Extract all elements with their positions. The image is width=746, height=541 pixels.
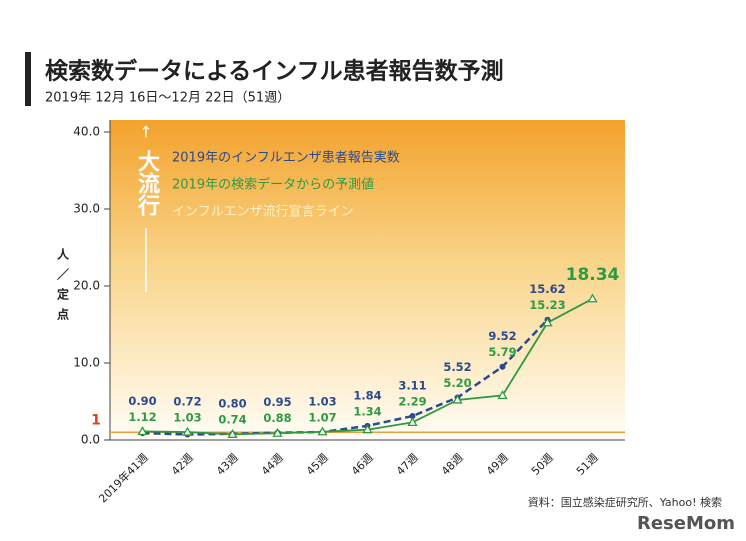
value-label: 0.80 xyxy=(218,396,246,410)
threshold-label: 1 xyxy=(91,412,101,428)
series-line xyxy=(142,318,549,436)
x-tick-label: 49週 xyxy=(484,451,511,478)
value-label: 0.90 xyxy=(128,394,156,408)
x-tick-label: 47週 xyxy=(394,451,421,478)
value-label: 5.79 xyxy=(488,345,516,359)
value-label: 5.52 xyxy=(443,360,471,374)
y-tick-label: 20.0 xyxy=(73,279,100,293)
value-label: 3.11 xyxy=(398,379,426,393)
point xyxy=(407,417,418,427)
x-tick-label: 48週 xyxy=(439,451,466,478)
value-label: 1.07 xyxy=(308,410,336,424)
value-label: 0.95 xyxy=(263,395,291,409)
point xyxy=(587,293,598,303)
value-label: 15.23 xyxy=(529,298,565,312)
legend-label: 2019年のインフルエンザ患者報告実数 xyxy=(172,150,400,166)
value-label: 1.12 xyxy=(128,410,156,424)
value-label: 0.72 xyxy=(173,395,201,409)
point xyxy=(182,426,193,436)
point xyxy=(542,317,553,327)
point xyxy=(409,413,416,420)
title-bar xyxy=(25,52,31,106)
y-tick-label: 30.0 xyxy=(73,202,100,216)
x-tick-label: 43週 xyxy=(214,451,241,478)
chart-title: 検索数データによるインフル患者報告数予測 xyxy=(45,58,504,85)
x-tick-label: 2019年41週 xyxy=(96,450,151,505)
point xyxy=(317,426,328,436)
x-tick-label: 45週 xyxy=(304,451,331,478)
value-label: 0.74 xyxy=(218,412,246,426)
point xyxy=(272,427,283,437)
x-tick-label: 46週 xyxy=(349,451,376,478)
legend-label: 2019年の検索データからの予測値 xyxy=(172,177,374,193)
point xyxy=(499,363,506,370)
point xyxy=(452,394,463,404)
value-label: 15.62 xyxy=(529,282,565,296)
value-label: 0.88 xyxy=(263,411,291,425)
value-label: 9.52 xyxy=(488,329,516,343)
value-label: 1.34 xyxy=(353,404,381,418)
source: 資料：国立感染症研究所、Yahoo! 検索 xyxy=(528,495,722,509)
y-tick-label: 0.0 xyxy=(81,433,100,447)
value-label: 1.03 xyxy=(308,394,336,408)
legend-label: インフルエンザ流行宣言ライン xyxy=(172,204,354,220)
point xyxy=(362,424,373,434)
watermark: ReseMom xyxy=(637,513,735,534)
point xyxy=(137,426,148,436)
x-tick-label: 51週 xyxy=(574,451,601,478)
chart-subtitle: 2019年 12月 16日〜12月 22日（51週） xyxy=(45,91,290,106)
x-tick-label: 44週 xyxy=(259,451,286,478)
y-tick-label: 10.0 xyxy=(73,356,100,370)
x-tick-label: 50週 xyxy=(529,451,556,478)
x-tick-label: 42週 xyxy=(169,451,196,478)
value-label: 1.84 xyxy=(353,388,381,402)
value-label: 5.20 xyxy=(443,376,471,390)
plot-background xyxy=(110,120,625,440)
value-label: 18.34 xyxy=(566,265,620,285)
point xyxy=(497,390,508,400)
y-axis-label: 人／定点 xyxy=(56,247,70,328)
value-label: 2.29 xyxy=(398,395,426,409)
value-label: 1.03 xyxy=(173,411,201,425)
arrow: ↑ xyxy=(139,123,152,142)
annotation: 大流行 xyxy=(134,150,161,217)
y-tick-label: 40.0 xyxy=(73,125,100,139)
point xyxy=(227,428,238,438)
